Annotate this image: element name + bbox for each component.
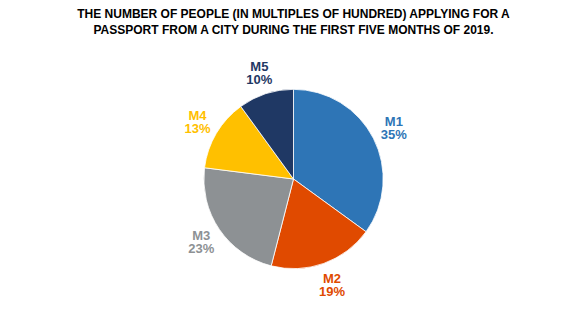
svg-text:M413%: M413%: [184, 108, 210, 136]
svg-text:M135%: M135%: [381, 115, 407, 143]
svg-text:M510%: M510%: [246, 59, 272, 87]
html-text:THE NUMBER OF PEOPLE (IN MULTI: THE NUMBER OF PEOPLE (IN MULTIPLES OF HU…: [77, 7, 510, 38]
svg-text:M323%: M323%: [188, 229, 214, 257]
svg-text:M219%: M219%: [319, 271, 345, 299]
